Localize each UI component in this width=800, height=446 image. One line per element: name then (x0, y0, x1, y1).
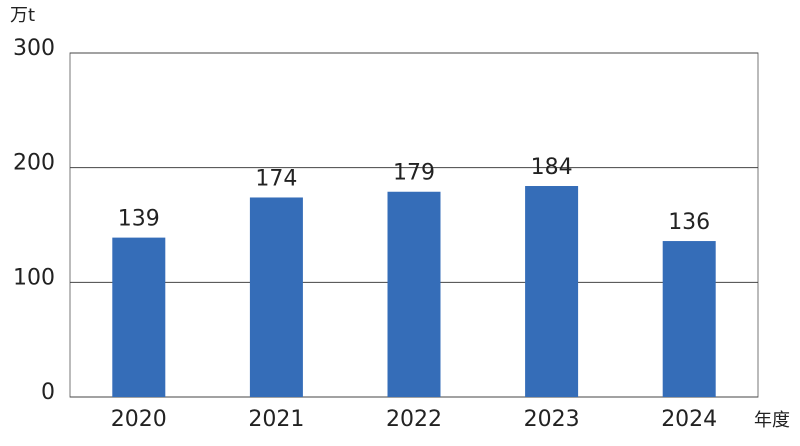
bar (525, 186, 579, 397)
x-tick-label: 2024 (661, 407, 717, 432)
x-axis-label: 年度 (754, 410, 790, 431)
bar (249, 197, 303, 397)
data-label: 174 (255, 166, 297, 191)
data-label: 139 (118, 207, 160, 232)
data-label: 179 (393, 161, 435, 186)
x-tick-label: 2023 (524, 407, 580, 432)
data-label: 136 (668, 210, 710, 235)
bar (112, 237, 166, 397)
x-tick-label: 2022 (386, 407, 442, 432)
y-tick-label: 300 (13, 36, 55, 61)
y-unit: 万t (10, 5, 35, 26)
data-label: 184 (531, 155, 573, 180)
y-tick-label: 200 (13, 151, 55, 176)
y-tick-label: 100 (13, 265, 55, 290)
bar (662, 241, 716, 397)
y-tick-label: 0 (41, 380, 55, 405)
bar (387, 191, 441, 397)
x-tick-label: 2021 (248, 407, 304, 432)
x-tick-label: 2020 (111, 407, 167, 432)
